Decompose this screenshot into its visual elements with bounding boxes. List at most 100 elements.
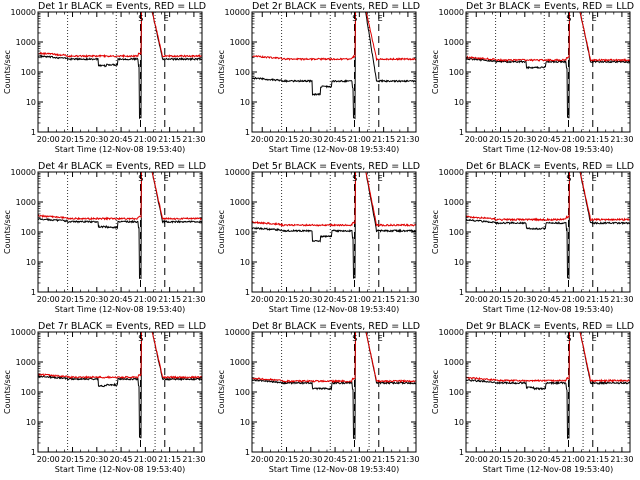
x-axis-label: Start Time (12-Nov-08 19:53:40): [483, 465, 613, 474]
events-series-line: [466, 12, 630, 119]
y-tick-label: 100: [21, 68, 36, 77]
x-axis-label: Start Time (12-Nov-08 19:53:40): [55, 305, 185, 314]
panels-group: Det 1r BLACK = Events, RED = LLD S E 1 10 100…: [3, 1, 634, 474]
panel-title: Det 4r BLACK = Events, RED = LLD: [38, 161, 206, 172]
y-tick-label: 10: [240, 258, 250, 267]
panel-title: Det 9r BLACK = Events, RED = LLD: [466, 321, 634, 332]
x-tick-label: 20:00: [251, 295, 274, 304]
x-tick-label: 20:15: [61, 295, 84, 304]
y-axis-label: Counts/sec: [3, 210, 12, 254]
start-marker-label: S: [566, 14, 571, 23]
x-tick-label: 20:45: [538, 295, 561, 304]
y-axis-label: Counts/sec: [431, 50, 440, 94]
y-tick-label: 1000: [444, 198, 464, 207]
lld-series-line: [252, 12, 416, 62]
y-tick-label: 10: [454, 258, 464, 267]
events-series-line: [466, 172, 630, 280]
x-tick-label: 21:15: [586, 135, 609, 144]
y-axis-label: Counts/sec: [217, 370, 226, 414]
x-tick-label: 20:15: [61, 135, 84, 144]
x-tick-label: 20:30: [85, 455, 108, 464]
x-tick-label: 20:45: [110, 295, 133, 304]
x-tick-label: 20:30: [513, 455, 536, 464]
end-marker-label: E: [378, 174, 383, 183]
start-marker-label: S: [138, 14, 143, 23]
x-tick-label: 21:30: [396, 455, 419, 464]
x-tick-label: 21:00: [134, 455, 157, 464]
chart-panel-4: Det 4r BLACK = Events, RED = LLD S E 1 10 100…: [3, 161, 206, 314]
x-tick-label: 20:00: [465, 295, 488, 304]
start-marker-label: S: [138, 174, 143, 183]
end-marker-label: E: [164, 334, 169, 343]
lld-series-line: [466, 172, 630, 222]
y-axis-label: Counts/sec: [217, 50, 226, 94]
x-tick-label: 21:15: [372, 135, 395, 144]
events-series-line: [252, 172, 416, 280]
y-axis-label: Counts/sec: [431, 210, 440, 254]
y-tick-label: 1: [245, 288, 250, 297]
y-tick-label: 1000: [230, 198, 250, 207]
x-tick-label: 20:15: [489, 295, 512, 304]
y-tick-label: 10000: [225, 168, 250, 177]
x-tick-label: 20:45: [324, 455, 347, 464]
end-marker-label: E: [378, 334, 383, 343]
x-tick-label: 21:15: [372, 455, 395, 464]
x-tick-label: 20:15: [489, 455, 512, 464]
x-tick-label: 21:15: [586, 455, 609, 464]
y-tick-label: 100: [235, 388, 250, 397]
start-marker-label: S: [352, 14, 357, 23]
x-tick-label: 21:30: [610, 295, 633, 304]
panel-title: Det 5r BLACK = Events, RED = LLD: [252, 161, 420, 172]
y-axis-label: Counts/sec: [3, 370, 12, 414]
x-axis-label: Start Time (12-Nov-08 19:53:40): [55, 145, 185, 154]
panel-title: Det 2r BLACK = Events, RED = LLD: [252, 1, 420, 12]
y-tick-label: 10000: [225, 328, 250, 337]
panel-title: Det 6r BLACK = Events, RED = LLD: [466, 161, 634, 172]
x-tick-label: 20:45: [538, 135, 561, 144]
x-axis-label: Start Time (12-Nov-08 19:53:40): [269, 145, 399, 154]
x-tick-label: 20:00: [251, 135, 274, 144]
x-tick-label: 21:00: [134, 135, 157, 144]
y-tick-label: 10000: [225, 8, 250, 17]
x-tick-label: 20:30: [85, 295, 108, 304]
x-tick-label: 20:45: [110, 455, 133, 464]
x-tick-label: 20:30: [299, 135, 322, 144]
y-tick-label: 1000: [230, 358, 250, 367]
lld-series-line: [252, 172, 416, 228]
x-tick-label: 21:30: [610, 135, 633, 144]
x-tick-label: 21:15: [158, 455, 181, 464]
x-tick-label: 20:15: [275, 295, 298, 304]
events-series-line: [38, 172, 202, 280]
y-tick-label: 1: [245, 448, 250, 457]
x-tick-label: 20:30: [513, 135, 536, 144]
y-tick-label: 10: [240, 418, 250, 427]
start-marker-label: S: [566, 174, 571, 183]
x-tick-label: 20:45: [324, 295, 347, 304]
start-marker-label: S: [138, 334, 143, 343]
x-tick-label: 20:45: [324, 135, 347, 144]
x-tick-label: 21:30: [396, 135, 419, 144]
x-tick-label: 21:30: [610, 455, 633, 464]
x-tick-label: 21:00: [348, 455, 371, 464]
y-tick-label: 1: [459, 448, 464, 457]
y-tick-label: 100: [449, 388, 464, 397]
y-tick-label: 10000: [11, 328, 36, 337]
events-series-line: [38, 12, 202, 120]
y-tick-label: 100: [235, 228, 250, 237]
y-tick-label: 1: [245, 128, 250, 137]
x-tick-label: 20:45: [110, 135, 133, 144]
y-axis-label: Counts/sec: [431, 370, 440, 414]
lld-series-line: [38, 332, 202, 380]
end-marker-label: E: [592, 334, 597, 343]
panel-title: Det 3r BLACK = Events, RED = LLD: [466, 1, 634, 12]
x-tick-label: 20:30: [299, 455, 322, 464]
x-tick-label: 21:15: [158, 295, 181, 304]
lld-series-line: [252, 332, 416, 384]
chart-panel-3: Det 3r BLACK = Events, RED = LLD S E 1 10 100…: [431, 1, 634, 154]
x-tick-label: 20:00: [251, 455, 274, 464]
x-tick-label: 20:00: [37, 455, 60, 464]
start-marker-label: S: [352, 174, 357, 183]
y-tick-label: 100: [21, 388, 36, 397]
x-tick-label: 21:00: [134, 295, 157, 304]
y-tick-label: 10000: [439, 8, 464, 17]
